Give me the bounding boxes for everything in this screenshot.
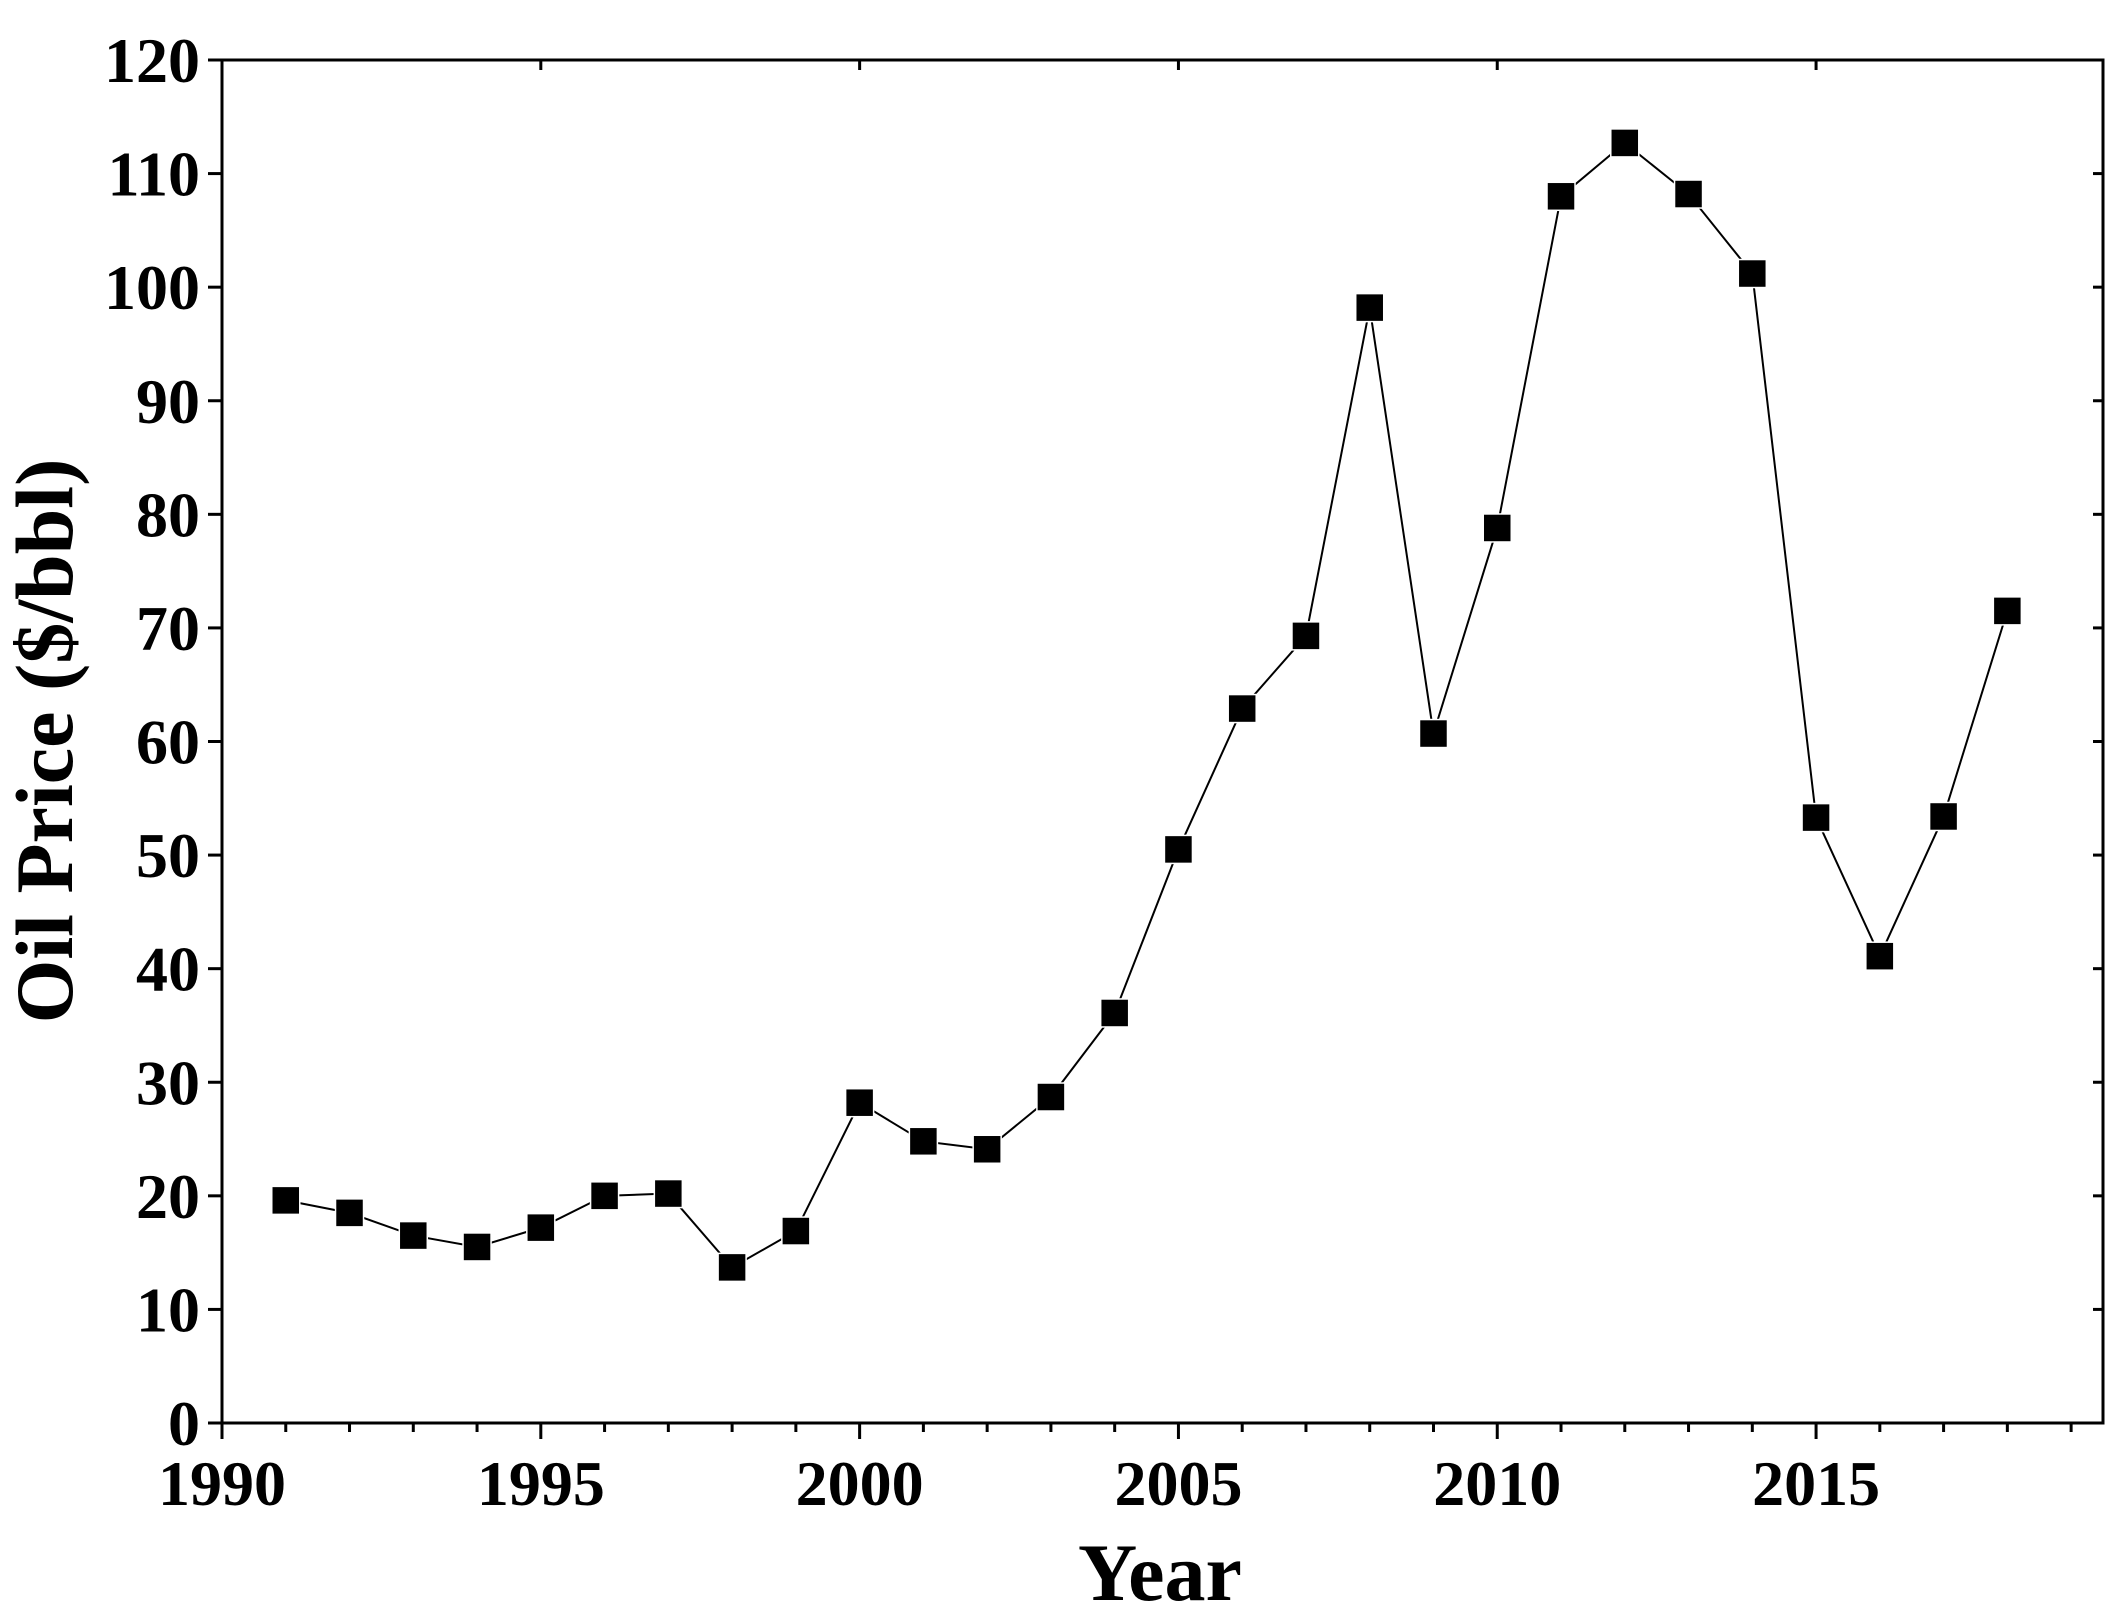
y-tick-label: 80 xyxy=(136,479,200,550)
marker xyxy=(1673,179,1704,209)
marker xyxy=(398,1220,429,1251)
y-tick-label: 30 xyxy=(136,1047,200,1118)
marker xyxy=(1801,802,1831,833)
marker xyxy=(1036,1082,1066,1112)
y-tick-label: 120 xyxy=(104,25,200,96)
marker xyxy=(462,1232,492,1262)
marker xyxy=(1227,693,1257,724)
y-tick-label: 0 xyxy=(168,1388,200,1459)
marker xyxy=(334,1198,365,1228)
marker xyxy=(781,1216,811,1246)
y-tick-label: 40 xyxy=(136,934,200,1005)
y-tick-label: 10 xyxy=(136,1274,200,1345)
y-tick-label: 90 xyxy=(136,366,200,437)
y-tick-label: 100 xyxy=(104,252,200,323)
marker xyxy=(1418,718,1449,749)
marker xyxy=(526,1212,556,1243)
marker xyxy=(1482,513,1513,543)
marker xyxy=(1291,621,1321,651)
marker xyxy=(589,1181,620,1211)
marker xyxy=(972,1134,1002,1165)
marker xyxy=(1610,128,1640,158)
marker xyxy=(653,1178,684,1209)
marker xyxy=(1163,834,1194,865)
marker xyxy=(271,1185,301,1216)
marker xyxy=(908,1126,939,1157)
x-axis-title: Year xyxy=(1078,1527,1242,1612)
marker xyxy=(1099,998,1130,1028)
marker xyxy=(1737,258,1768,289)
y-tick-label: 70 xyxy=(136,593,200,664)
y-axis-title: Oil Price ($/bbl) xyxy=(0,459,90,1024)
marker xyxy=(717,1252,747,1283)
x-tick-label: 2015 xyxy=(1752,1448,1880,1519)
marker xyxy=(1546,181,1576,212)
plot-frame xyxy=(220,58,2105,1425)
marker xyxy=(844,1087,875,1118)
x-tick-label: 1995 xyxy=(477,1448,605,1519)
x-tick-label: 1990 xyxy=(158,1448,286,1519)
y-tick-label: 110 xyxy=(108,139,200,210)
marker xyxy=(1928,801,1959,832)
marker xyxy=(1354,292,1385,323)
y-tick-label: 60 xyxy=(136,707,200,778)
y-tick-label: 50 xyxy=(136,820,200,891)
y-tick-label: 20 xyxy=(136,1161,200,1232)
line xyxy=(285,141,2009,1269)
marker xyxy=(1865,941,1895,971)
x-tick-label: 2010 xyxy=(1433,1448,1561,1519)
x-tick-label: 2000 xyxy=(796,1448,924,1519)
marker xyxy=(1992,596,2023,626)
x-tick-label: 2005 xyxy=(1114,1448,1242,1519)
